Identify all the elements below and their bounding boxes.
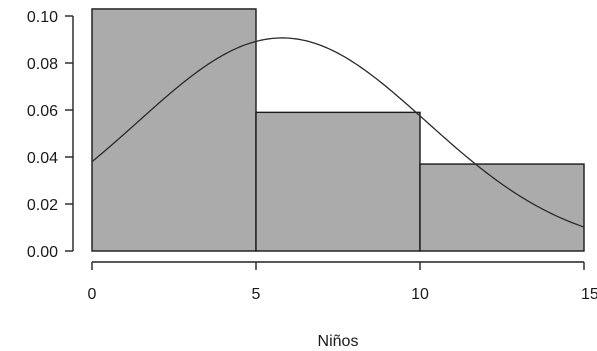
bars-group	[91, 8, 585, 252]
y-tick-label-3: 0.06	[27, 103, 58, 120]
y-tick-label-5: 0.10	[27, 9, 58, 26]
y-tick-label-4: 0.08	[27, 56, 58, 73]
x-axis-title: Niños	[318, 333, 359, 350]
y-tick-label-2: 0.04	[27, 150, 58, 167]
y-tick-label-1: 0.02	[27, 197, 58, 214]
x-axis: 0 5 10 15	[88, 261, 597, 303]
x-tick-label-1: 5	[252, 286, 261, 303]
x-tick-label-2: 10	[411, 286, 429, 303]
y-tick-label-0: 0.00	[27, 244, 58, 261]
x-tick-label-0: 0	[88, 286, 97, 303]
y-axis: 0.00 0.02 0.04 0.06 0.08 0.10	[27, 9, 74, 261]
histogram-bar-2	[255, 111, 421, 252]
density-curve	[91, 37, 585, 228]
x-tick-label-3: 15	[581, 286, 597, 303]
histogram-bar-3	[419, 163, 585, 252]
histogram-bar-1	[91, 8, 257, 252]
